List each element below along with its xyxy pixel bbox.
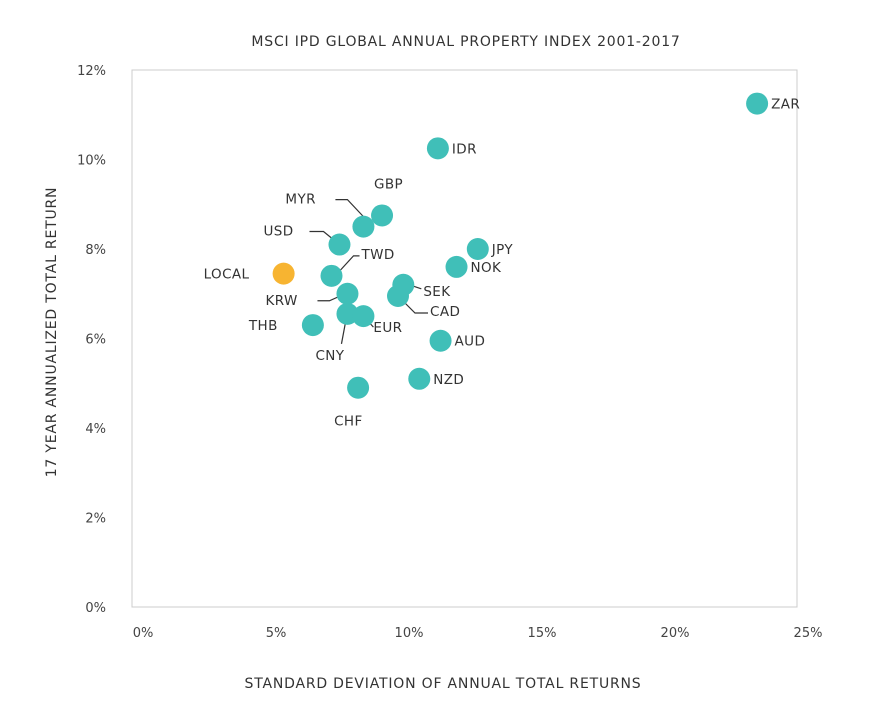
x-axis-title: STANDARD DEVIATION OF ANNUAL TOTAL RETUR…	[245, 676, 642, 692]
y-tick-label: 4%	[85, 422, 106, 437]
x-tick-label: 20%	[661, 626, 690, 641]
point-krw	[336, 282, 359, 305]
point-nok	[445, 255, 468, 278]
point-eur	[352, 305, 375, 328]
label-cny: CNY	[315, 348, 344, 364]
label-nzd: NZD	[433, 372, 464, 388]
point-zar	[746, 92, 769, 115]
plot-frame	[131, 69, 798, 608]
y-axis-title: 17 YEAR ANNUALIZED TOTAL RETURN	[44, 187, 60, 478]
y-axis-ticks: 0% 2% 4% 6% 8% 10% 12%	[77, 64, 106, 616]
label-zar: ZAR	[771, 97, 800, 113]
label-gbp: GBP	[374, 176, 403, 192]
label-cad: CAD	[430, 304, 460, 320]
label-twd: TWD	[361, 247, 395, 263]
y-tick-label: 10%	[77, 154, 106, 169]
label-sek: SEK	[423, 284, 451, 300]
label-krw: KRW	[265, 293, 297, 309]
label-idr: IDR	[452, 141, 477, 157]
point-aud	[429, 329, 452, 352]
y-tick-label: 6%	[85, 333, 106, 348]
label-myr: MYR	[285, 192, 315, 208]
point-labels: ZAR IDR GBP MYR USD JPY NOK TWD LOCAL SEK KRW CAD CN…	[204, 97, 800, 430]
x-tick-label: 10%	[395, 626, 424, 641]
point-chf	[347, 376, 370, 399]
y-tick-label: 2%	[85, 512, 106, 527]
label-thb: THB	[248, 318, 278, 334]
point-jpy	[466, 238, 489, 260]
x-tick-label: 5%	[266, 626, 287, 641]
x-tick-label: 15%	[528, 626, 557, 641]
point-gbp	[371, 204, 394, 227]
label-eur: EUR	[373, 320, 402, 336]
y-tick-label: 12%	[77, 64, 106, 79]
point-twd	[320, 264, 343, 287]
label-chf: CHF	[334, 414, 363, 430]
point-idr	[426, 137, 449, 160]
point-cad	[387, 284, 409, 307]
y-tick-label: 8%	[85, 243, 106, 258]
point-usd	[328, 233, 351, 256]
y-tick-label: 0%	[85, 601, 106, 616]
label-aud: AUD	[455, 334, 486, 350]
label-jpy: JPY	[491, 242, 514, 258]
label-local: LOCAL	[204, 267, 250, 283]
point-myr	[352, 215, 375, 238]
x-tick-label: 0%	[133, 626, 154, 641]
x-axis-ticks: 0% 5% 10% 15% 20% 25%	[133, 626, 823, 641]
point-nzd	[408, 367, 431, 390]
point-local	[272, 262, 295, 285]
label-usd: USD	[263, 224, 293, 240]
chart-title: MSCI IPD GLOBAL ANNUAL PROPERTY INDEX 20…	[251, 34, 680, 50]
point-thb	[301, 314, 324, 337]
data-points	[272, 92, 769, 399]
leader-myr	[335, 199, 364, 218]
label-nok: NOK	[471, 260, 503, 276]
x-tick-label: 25%	[794, 626, 823, 641]
